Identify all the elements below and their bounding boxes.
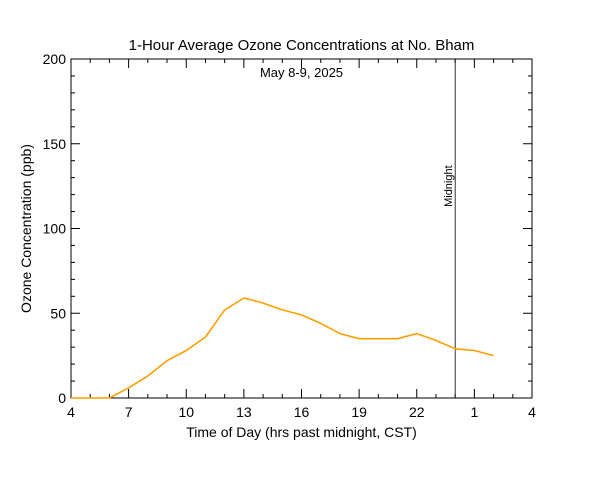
x-tick-label: 19 — [351, 404, 367, 420]
ozone-series-line — [71, 297, 494, 399]
y-tick-label: 0 — [58, 390, 66, 406]
x-tick-label: 4 — [67, 404, 75, 420]
y-tick-label: 50 — [50, 305, 66, 321]
y-tick-label: 100 — [43, 221, 67, 237]
x-tick-label: 4 — [528, 404, 536, 420]
x-axis-label: Time of Day (hrs past midnight, CST) — [186, 424, 417, 440]
x-tick-label: 1 — [470, 404, 478, 420]
y-tick-label: 200 — [43, 51, 67, 67]
x-tick-label: 10 — [178, 404, 194, 420]
plot-frame — [70, 58, 533, 399]
x-tick-label: 7 — [125, 404, 133, 420]
y-tick-label: 150 — [43, 136, 67, 152]
x-tick-label: 22 — [409, 404, 425, 420]
midnight-label: Midnight — [443, 165, 455, 207]
chart-subtitle: May 8-9, 2025 — [260, 65, 343, 80]
chart-title: 1-Hour Average Ozone Concentrations at N… — [129, 37, 475, 54]
y-axis-label: Ozone Concentration (ppb) — [18, 144, 34, 313]
x-tick-label: 16 — [294, 404, 310, 420]
x-tick-label: 13 — [236, 404, 252, 420]
